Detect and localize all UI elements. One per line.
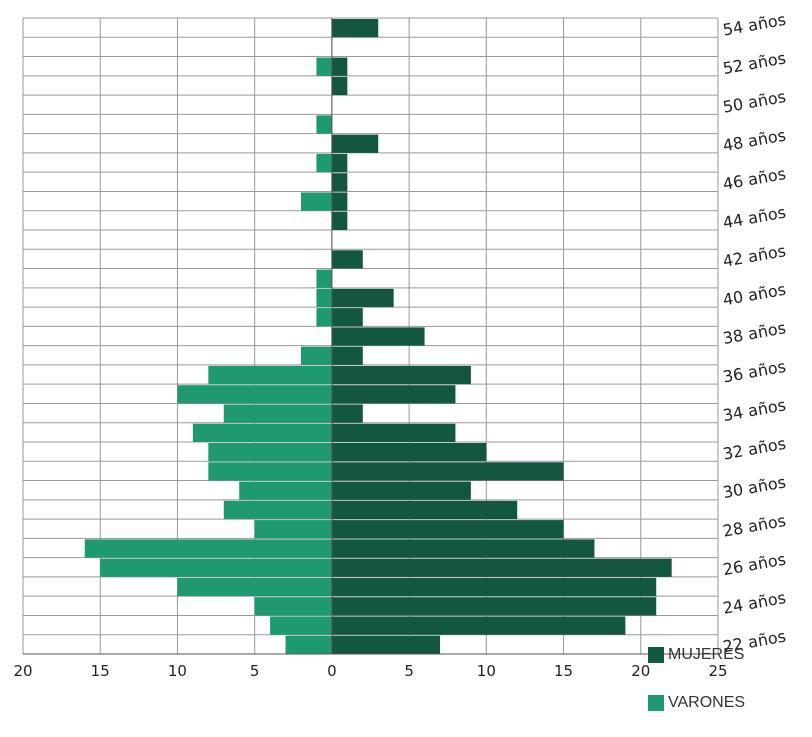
bar-mujeres bbox=[331, 385, 456, 404]
bar-mujeres bbox=[331, 134, 379, 153]
category-label: 50 años bbox=[721, 87, 787, 117]
x-tick-label: 20 bbox=[13, 662, 32, 680]
x-tick-label: 10 bbox=[168, 662, 187, 680]
bar-mujeres bbox=[331, 577, 657, 597]
bar-varones bbox=[316, 115, 332, 134]
legend-item-varones: VARONES bbox=[648, 694, 745, 712]
bar-mujeres bbox=[331, 520, 564, 539]
x-tick-label: 15 bbox=[554, 662, 573, 680]
category-label: 28 años bbox=[721, 511, 787, 541]
x-tick-label: 0 bbox=[327, 662, 337, 680]
x-tick-label: 10 bbox=[477, 662, 496, 680]
x-tick-label: 20 bbox=[631, 662, 650, 680]
bar-varones bbox=[223, 404, 332, 423]
bar-mujeres bbox=[331, 346, 363, 365]
bar-varones bbox=[270, 616, 332, 635]
category-label: 44 años bbox=[721, 203, 787, 233]
category-label: 52 años bbox=[721, 48, 787, 78]
bar-mujeres bbox=[331, 539, 595, 558]
bar-varones bbox=[208, 365, 332, 385]
bar-mujeres bbox=[331, 19, 379, 38]
bar-varones bbox=[223, 500, 332, 520]
category-label: 36 años bbox=[721, 357, 787, 387]
bar-varones bbox=[316, 269, 332, 288]
bar-mujeres bbox=[331, 308, 363, 327]
category-label: 26 años bbox=[721, 549, 787, 579]
bar-mujeres bbox=[331, 597, 657, 616]
bar-varones bbox=[301, 192, 332, 211]
legend-swatch-varones bbox=[648, 695, 664, 711]
bar-varones bbox=[316, 308, 332, 327]
bar-varones bbox=[192, 423, 332, 442]
category-label: 40 años bbox=[721, 280, 787, 310]
bars bbox=[84, 19, 672, 654]
bar-varones bbox=[177, 385, 332, 404]
bar-mujeres bbox=[331, 327, 425, 346]
bar-varones bbox=[285, 635, 332, 654]
bar-varones bbox=[316, 288, 332, 308]
bar-mujeres bbox=[331, 57, 348, 76]
x-tick-label: 25 bbox=[708, 662, 727, 680]
category-label: 46 años bbox=[721, 164, 787, 194]
axes bbox=[23, 18, 718, 655]
bar-mujeres bbox=[331, 616, 626, 635]
bar-varones bbox=[254, 520, 332, 539]
bar-varones bbox=[316, 57, 332, 76]
category-label: 32 años bbox=[721, 434, 787, 464]
bar-varones bbox=[301, 346, 332, 365]
bar-mujeres bbox=[331, 481, 471, 500]
legend-item-mujeres: MUJERES bbox=[648, 646, 744, 664]
category-label: 42 años bbox=[721, 241, 787, 271]
bar-mujeres bbox=[331, 288, 394, 308]
category-label: 30 años bbox=[721, 472, 787, 502]
legend-label-mujeres: MUJERES bbox=[668, 646, 745, 663]
category-label: 38 años bbox=[721, 318, 787, 348]
legend-label-varones: VARONES bbox=[668, 694, 746, 711]
bar-mujeres bbox=[331, 635, 440, 654]
bar-mujeres bbox=[331, 365, 471, 385]
bar-mujeres bbox=[331, 153, 348, 173]
x-tick-label: 15 bbox=[91, 662, 110, 680]
bar-mujeres bbox=[331, 443, 487, 462]
x-tick-label: 5 bbox=[404, 662, 414, 680]
bar-mujeres bbox=[331, 558, 672, 577]
bar-varones bbox=[100, 558, 332, 577]
category-label: 24 años bbox=[721, 588, 787, 618]
bar-mujeres bbox=[331, 192, 348, 211]
bar-mujeres bbox=[331, 500, 518, 520]
legend-swatch-mujeres bbox=[648, 647, 664, 663]
bar-varones bbox=[84, 539, 332, 558]
x-tick-label: 5 bbox=[250, 662, 260, 680]
bar-mujeres bbox=[331, 462, 564, 481]
category-label: 48 años bbox=[721, 125, 787, 155]
bar-varones bbox=[177, 577, 332, 597]
x-tick-labels: 20 15 10 5 0 5 10 15 20 25 bbox=[13, 662, 727, 680]
bar-varones bbox=[316, 153, 332, 173]
bar-mujeres bbox=[331, 404, 363, 423]
bar-mujeres bbox=[331, 211, 348, 230]
bar-varones bbox=[239, 481, 332, 500]
bar-mujeres bbox=[331, 76, 348, 96]
category-label: 54 años bbox=[721, 10, 787, 40]
bar-mujeres bbox=[331, 423, 456, 442]
bar-varones bbox=[254, 597, 332, 616]
bar-varones bbox=[208, 462, 332, 481]
bar-mujeres bbox=[331, 250, 363, 269]
bar-mujeres bbox=[331, 173, 348, 192]
bar-varones bbox=[208, 443, 332, 462]
category-label: 34 años bbox=[721, 395, 787, 425]
